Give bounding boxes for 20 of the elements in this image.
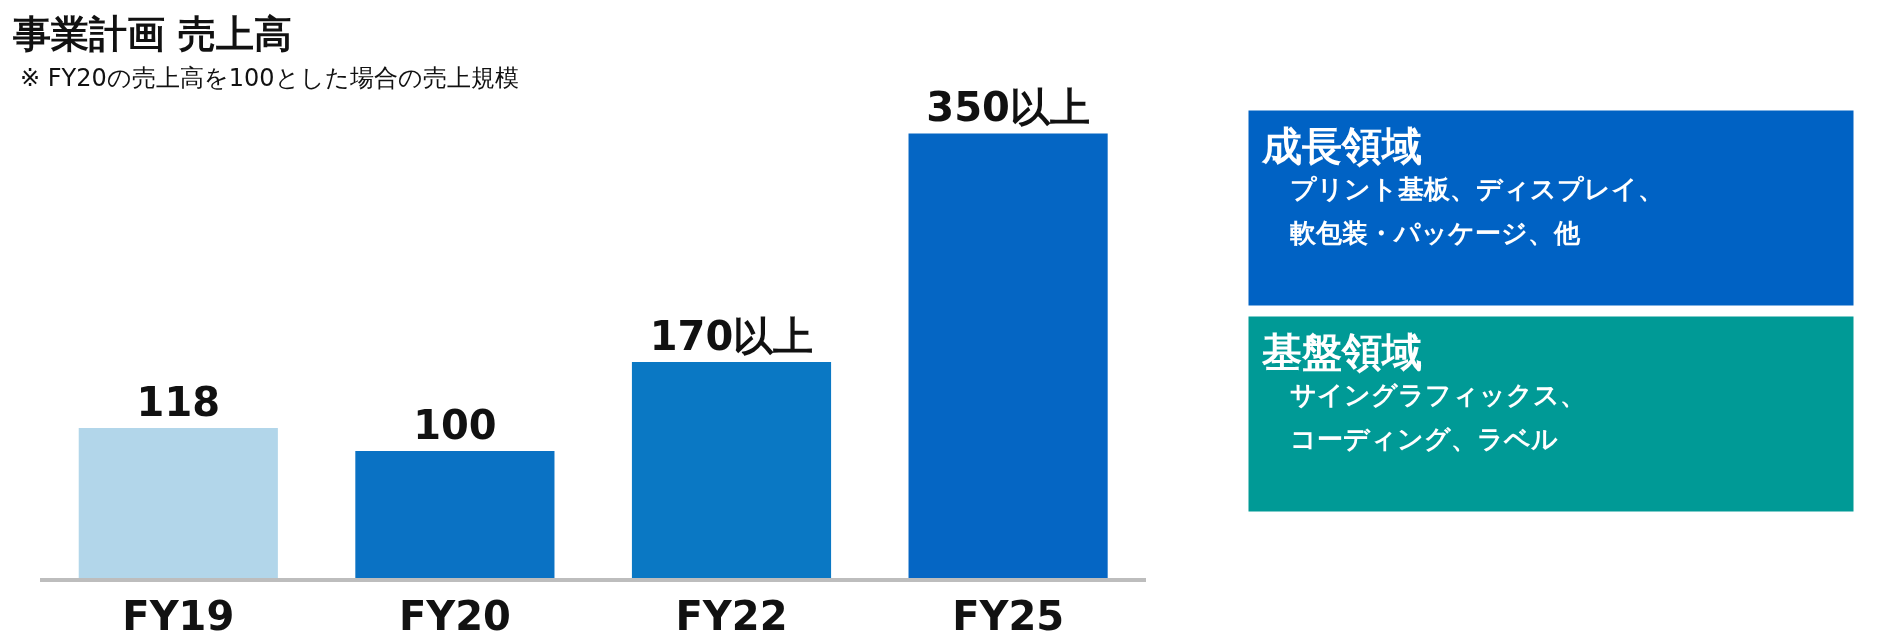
- bar: [631, 362, 832, 578]
- data-label: 350以上: [926, 84, 1090, 131]
- text: サイングラフィックス、: [1290, 380, 1586, 410]
- bar: [355, 450, 555, 578]
- data-label: 118: [136, 379, 221, 426]
- x-tick-label: FY19: [122, 593, 235, 638]
- x-tick-label: FY20: [398, 593, 511, 638]
- bar: [908, 133, 1108, 578]
- data-label: 170以上: [649, 313, 814, 360]
- text: 成長領域: [1261, 123, 1422, 169]
- x-tick-label: FY22: [675, 593, 788, 638]
- text: コーディング、ラベル: [1290, 424, 1558, 454]
- x-tick-label: FY25: [952, 593, 1065, 638]
- chart-subtitle: ※ FY20の売上高を100とした場合の売上規模: [20, 64, 519, 92]
- chart-title: 事業計画 売上高: [12, 12, 293, 56]
- text: 基盤領域: [1261, 329, 1422, 375]
- data-label: 100: [413, 401, 497, 448]
- bar: [78, 428, 278, 578]
- text: プリント基板、ディスプレイ、: [1290, 174, 1664, 204]
- text: 軟包装・パッケージ、他: [1290, 218, 1581, 248]
